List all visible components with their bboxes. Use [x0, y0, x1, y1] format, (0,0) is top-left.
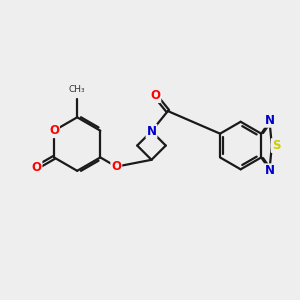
- Text: N: N: [265, 164, 275, 177]
- Text: O: O: [49, 124, 59, 137]
- Text: O: O: [150, 89, 160, 102]
- Text: N: N: [265, 114, 275, 127]
- Text: N: N: [146, 125, 157, 138]
- Text: CH₃: CH₃: [69, 85, 85, 94]
- Text: O: O: [32, 161, 41, 174]
- Text: O: O: [111, 160, 121, 173]
- Text: S: S: [272, 139, 280, 152]
